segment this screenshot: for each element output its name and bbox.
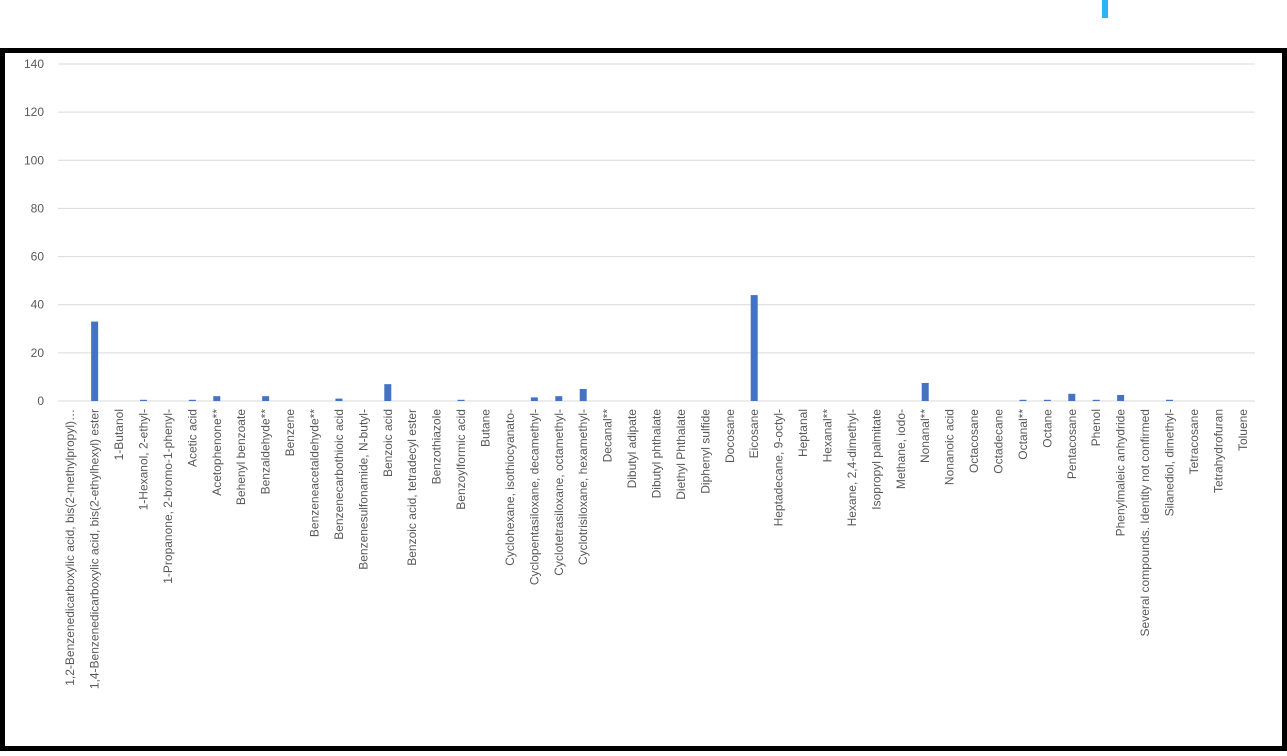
x-tick-label: 1,2-Benzenedicarboxylic acid, bis(2-meth… xyxy=(63,409,77,686)
y-tick-label: 40 xyxy=(31,298,45,312)
bar xyxy=(1092,399,1100,401)
x-tick-label: Heptanal xyxy=(796,409,810,457)
x-tick-label: Octacosane xyxy=(967,409,981,473)
bar xyxy=(262,396,270,401)
bar xyxy=(91,321,99,401)
x-tick-label: Butane xyxy=(479,409,493,447)
y-tick-label: 120 xyxy=(24,105,44,119)
bar xyxy=(1166,399,1173,401)
x-tick-label: Benzoylformic acid xyxy=(454,409,468,510)
bar xyxy=(188,399,196,401)
x-tick-label: Heptadecane, 9-octyl- xyxy=(772,409,786,526)
x-tick-label: Phenol xyxy=(1089,409,1103,446)
bar xyxy=(457,399,465,401)
x-tick-label: 1-Propanone, 2-bromo-1-phenyl- xyxy=(161,409,175,584)
x-tick-label: Behenyl benzoate xyxy=(234,409,248,505)
y-tick-label: 60 xyxy=(31,250,45,264)
x-tick-label: Nonanal** xyxy=(918,409,932,463)
accent-marker xyxy=(1102,0,1108,18)
x-tick-label: Diethyl Phthalate xyxy=(674,409,688,500)
bar xyxy=(579,388,587,401)
x-tick-label: 1,4-Benzenedicarboxylic acid, bis(2-ethy… xyxy=(88,409,102,689)
x-tick-label: Nonanoic acid xyxy=(943,409,957,485)
x-tick-label: Benzaldehyde** xyxy=(259,409,273,495)
x-tick-label: Acetophenone** xyxy=(210,409,224,496)
x-tick-label: Phenylmaleic anhydride xyxy=(1114,409,1128,537)
bar xyxy=(213,396,221,401)
x-tick-label: Decanal** xyxy=(601,409,615,463)
y-tick-label: 80 xyxy=(31,201,45,215)
x-tick-label: Eicosane xyxy=(747,409,761,459)
x-tick-label: Benzoic acid xyxy=(381,409,395,477)
x-tick-label: Octadecane xyxy=(992,409,1006,474)
x-tick-label: Docosane xyxy=(723,409,737,463)
x-tick-label: Acetic acid xyxy=(185,409,199,467)
x-tick-label: Benzenesulfonamide, N-butyl- xyxy=(356,409,370,570)
x-tick-label: Methane, iodo- xyxy=(894,409,908,489)
x-tick-label: Benzoic acid, tetradecyl ester xyxy=(405,409,419,566)
x-tick-label: Octane xyxy=(1040,409,1054,448)
bar xyxy=(555,396,563,401)
bar xyxy=(140,399,147,401)
x-tick-label: Dibutyl phthalate xyxy=(650,409,664,499)
x-tick-label: Cyclotetrasiloxane, octamethyl- xyxy=(552,409,566,576)
x-tick-label: Hexane, 2,4-dimethyl- xyxy=(845,409,859,526)
x-tick-label: Toluene xyxy=(1236,409,1250,451)
y-tick-label: 100 xyxy=(24,153,44,167)
bar xyxy=(384,384,392,401)
x-tick-label: Pentacosane xyxy=(1065,409,1079,479)
x-tick-label: Tetrahydrofuran xyxy=(1211,409,1225,493)
chart-frame xyxy=(0,48,1287,751)
x-tick-label: Benzenecarbothioic acid xyxy=(332,409,346,540)
x-tick-label: Dibutyl adipate xyxy=(625,409,639,489)
x-tick-label: Cyclopentasiloxane, decamethyl- xyxy=(527,409,541,585)
x-tick-label: Diphenyl sulfide xyxy=(698,409,712,494)
x-tick-label: 1-Hexanol, 2-ethyl- xyxy=(137,409,151,510)
bar xyxy=(1068,393,1076,401)
y-tick-label: 20 xyxy=(31,346,45,360)
x-tick-label: Hexanal** xyxy=(821,409,835,463)
x-tick-label: Octanal** xyxy=(1016,409,1030,460)
x-tick-label: 1-Butanol xyxy=(112,409,126,460)
x-tick-label: Cyclohexane, isothiocyanato- xyxy=(503,409,517,566)
bar xyxy=(1117,394,1125,401)
x-tick-label: Several compounds. Identity not confirme… xyxy=(1138,409,1152,636)
bar xyxy=(530,397,538,401)
x-tick-label: Tetracosane xyxy=(1187,409,1201,475)
x-tick-label: Benzeneacetaldehyde** xyxy=(308,409,322,537)
x-tick-label: Cyclotrisiloxane, hexamethyl- xyxy=(576,409,590,565)
x-tick-label: Benzene xyxy=(283,409,297,457)
x-tick-label: Isopropyl palmitate xyxy=(869,409,883,510)
bar xyxy=(1043,399,1051,401)
bar xyxy=(1019,399,1027,401)
x-tick-label: Benzothiazole xyxy=(430,409,444,485)
bar xyxy=(750,295,758,401)
y-tick-label: 0 xyxy=(37,394,44,408)
bar xyxy=(335,398,343,401)
bar xyxy=(921,382,929,401)
y-tick-label: 140 xyxy=(24,57,44,71)
x-tick-label: Silanediol, dimethyl- xyxy=(1163,409,1177,516)
